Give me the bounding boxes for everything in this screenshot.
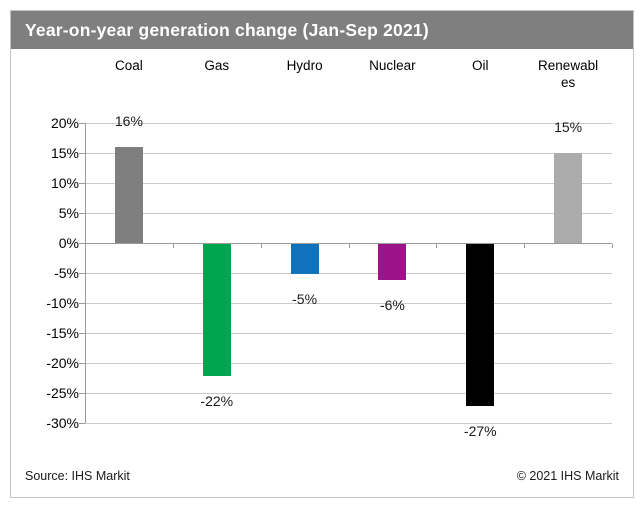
bar-chart: 20% 15% 10% 5% 0% -5% -10% -15% -20% -25% -30% Coal… <box>11 11 633 497</box>
chart-title-bar: Year-on-year generation change (Jan-Sep … <box>11 11 633 49</box>
data-label-coal: 16% <box>114 113 143 129</box>
y-tick-label: -5% <box>54 265 79 281</box>
y-axis-tick <box>79 273 85 274</box>
y-axis-tick <box>79 243 85 244</box>
y-tick-label: 20% <box>50 115 79 131</box>
data-label-oil: -27% <box>463 423 497 439</box>
gridline <box>85 303 612 304</box>
category-label-oil: Oil <box>472 58 489 73</box>
copyright-note: © 2021 IHS Markit <box>516 469 619 483</box>
gridline <box>85 333 612 334</box>
x-axis-tick <box>524 244 526 248</box>
bar-gas <box>202 244 231 376</box>
gridline <box>85 153 612 154</box>
y-axis-tick <box>79 213 85 214</box>
y-axis-tick <box>79 123 85 124</box>
data-label-nuclear: -6% <box>379 297 405 313</box>
y-tick-label: -25% <box>46 385 79 401</box>
x-axis-tick <box>348 244 350 248</box>
bar-nuclear <box>378 244 407 280</box>
y-tick-label: 0% <box>58 235 79 251</box>
category-label-nuclear: Nuclear <box>369 58 416 73</box>
y-tick-label: 15% <box>50 145 79 161</box>
chart-title: Year-on-year generation change (Jan-Sep … <box>25 19 429 40</box>
chart-figure: Year-on-year generation change (Jan-Sep … <box>10 10 634 498</box>
category-label-hydro: Hydro <box>286 58 323 73</box>
x-axis-tick <box>436 244 438 248</box>
source-note: Source: IHS Markit <box>25 469 130 483</box>
gridline <box>85 393 612 394</box>
y-tick-label: -15% <box>46 325 79 341</box>
y-axis-tick <box>79 423 85 424</box>
y-tick-label: 5% <box>58 205 79 221</box>
y-axis-tick <box>79 153 85 154</box>
y-tick-label: 10% <box>50 175 79 191</box>
gridline <box>85 363 612 364</box>
data-label-hydro: -5% <box>292 291 318 307</box>
category-label-gas: Gas <box>204 58 230 73</box>
y-tick-label: -20% <box>46 355 79 371</box>
y-tick-label: -10% <box>46 295 79 311</box>
bar-hydro <box>290 244 319 274</box>
gridline <box>85 273 612 274</box>
data-label-gas: -22% <box>200 393 234 409</box>
gridline <box>85 423 612 424</box>
x-axis-tick <box>172 244 174 248</box>
zero-axis-line <box>85 243 612 244</box>
y-axis-tick <box>79 393 85 394</box>
y-axis-tick <box>79 183 85 184</box>
category-label-renewables: Renewabl es <box>538 58 599 90</box>
x-axis-tick <box>612 244 613 248</box>
y-axis-tick <box>79 303 85 304</box>
bar-renewables <box>554 153 583 243</box>
y-tick-label: -30% <box>46 415 79 431</box>
bar-coal <box>114 147 143 243</box>
y-axis-tick <box>79 333 85 334</box>
y-axis-line <box>85 123 86 423</box>
gridline <box>85 183 612 184</box>
category-label-coal: Coal <box>115 58 143 73</box>
data-label-renewables: 15% <box>554 119 583 135</box>
x-axis-tick <box>260 244 262 248</box>
gridline <box>85 213 612 214</box>
bar-oil <box>466 244 495 406</box>
y-axis-tick <box>79 363 85 364</box>
gridline <box>85 123 612 124</box>
